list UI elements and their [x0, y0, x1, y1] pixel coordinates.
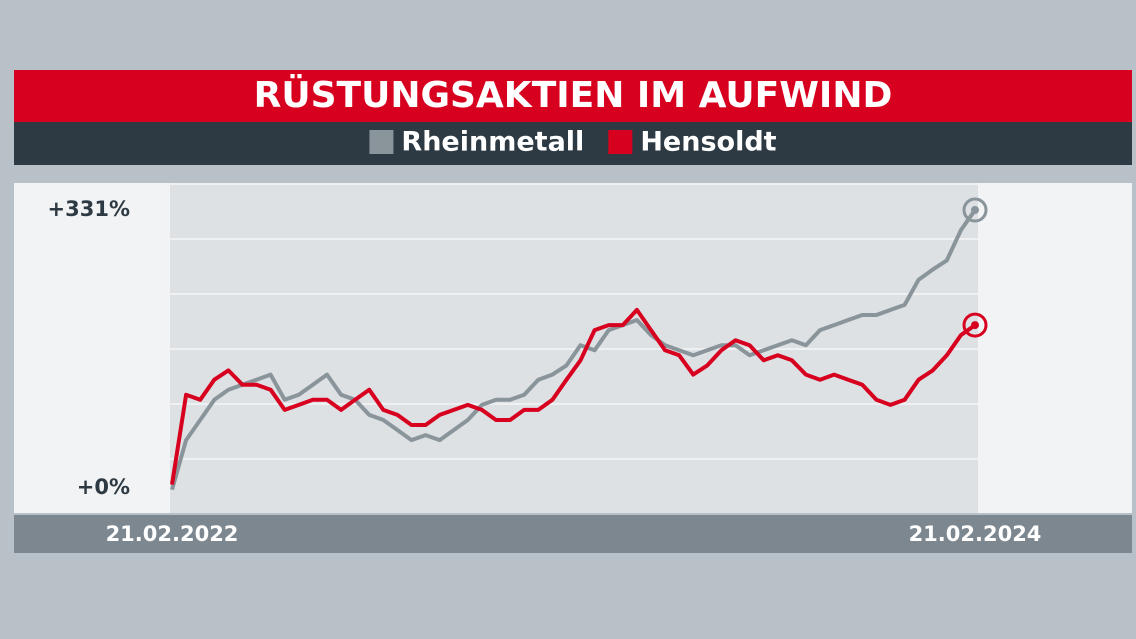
end-dot — [971, 206, 979, 214]
end-marker — [962, 197, 988, 223]
y-tick-label: +0% — [77, 475, 130, 499]
title-banner — [14, 70, 1132, 122]
legend-label: Rheinmetall — [401, 127, 584, 158]
series-line — [170, 208, 977, 491]
date-bar — [14, 515, 1132, 553]
end-marker — [962, 312, 988, 338]
legend-bar — [14, 122, 1132, 165]
end-dot — [971, 321, 979, 330]
x-tick-label: 21.02.2022 — [106, 522, 239, 546]
legend-label: Hensoldt — [640, 127, 776, 158]
y-tick-label: +331% — [48, 197, 130, 221]
x-tick-label: 21.02.2024 — [909, 522, 1042, 546]
legend-swatch — [608, 130, 633, 154]
chart-title: RÜSTUNGSAKTIEN IM AUFWIND — [254, 74, 893, 116]
series-line — [170, 307, 977, 485]
legend-swatch — [369, 130, 394, 154]
plot-area — [170, 183, 978, 513]
